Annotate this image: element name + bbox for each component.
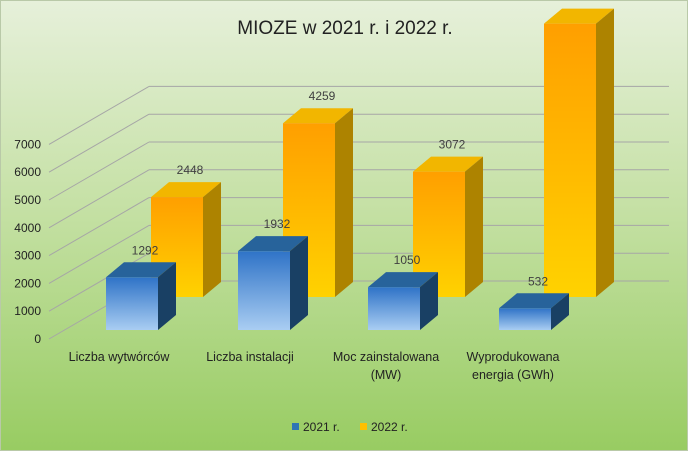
bar-side — [203, 182, 221, 297]
data-label: 1050 — [394, 253, 421, 267]
y-tick-label: 5000 — [14, 193, 41, 207]
legend-swatch — [292, 423, 299, 430]
bar-side — [551, 293, 569, 330]
bar-side — [290, 236, 308, 330]
gridline-side — [48, 224, 150, 284]
bar-1-3 — [544, 8, 614, 297]
legend-label: 2021 r. — [303, 420, 340, 434]
bar-0-0 — [106, 262, 176, 330]
legend: 2021 r. 2022 r. — [292, 420, 408, 434]
data-labels: 2448 4259 3072 6700 1292 1932 1050 532 — [132, 1, 597, 288]
category-labels: Liczba wytwórców Liczba instalacji Moc zai… — [69, 350, 560, 382]
data-label: 1292 — [132, 243, 159, 257]
category-label: Wyprodukowana — [467, 350, 560, 364]
bar-front — [106, 277, 158, 330]
bar-front — [499, 308, 551, 330]
bar-top — [499, 293, 569, 309]
gridline-side — [48, 197, 150, 257]
bar-side — [335, 108, 353, 297]
bar-top — [106, 262, 176, 278]
y-tick-label: 7000 — [14, 137, 41, 151]
data-label: 2448 — [177, 163, 204, 177]
bar-side — [420, 272, 438, 330]
data-label: 6700 — [570, 1, 597, 4]
chart-title: MIOZE w 2021 r. i 2022 r. — [237, 18, 452, 39]
legend-item: 2021 r. — [292, 420, 340, 434]
data-label: 1932 — [264, 217, 291, 231]
bar-top — [368, 272, 438, 288]
y-tick-label: 1000 — [14, 304, 41, 318]
bar-front — [238, 251, 290, 330]
category-label: energia (GWh) — [472, 368, 554, 382]
gridline-side — [48, 113, 150, 173]
category-label: Liczba wytwórców — [69, 350, 171, 364]
category-label: Moc zainstalowana — [333, 350, 439, 364]
bar-0-1 — [238, 236, 308, 330]
y-tick-label: 4000 — [14, 221, 41, 235]
legend-label: 2022 r. — [371, 420, 408, 434]
gridline-side — [48, 141, 150, 201]
gridline-side — [48, 169, 150, 229]
bar-front — [368, 287, 420, 330]
y-tick-label: 2000 — [14, 276, 41, 290]
bar-top — [151, 182, 221, 198]
bar-top — [283, 108, 353, 124]
legend-item: 2022 r. — [360, 420, 408, 434]
bar-side — [158, 262, 176, 330]
category-label: Liczba instalacji — [206, 350, 294, 364]
bars — [106, 8, 614, 330]
category-label: (MW) — [371, 368, 402, 382]
bar-side — [465, 156, 483, 297]
data-label: 4259 — [309, 89, 336, 103]
bar-top — [238, 236, 308, 252]
legend-swatch — [360, 423, 367, 430]
bar-top — [413, 156, 483, 172]
bar-side — [596, 8, 614, 297]
data-label: 3072 — [439, 138, 466, 152]
bar-0-3 — [499, 293, 569, 330]
data-label: 532 — [528, 274, 548, 288]
bar-top — [544, 8, 614, 24]
bar-front — [544, 23, 596, 297]
y-axis-ticks: 0 1000 2000 3000 4000 5000 6000 7000 — [14, 137, 41, 346]
bar-0-2 — [368, 272, 438, 330]
y-tick-label: 6000 — [14, 165, 41, 179]
y-tick-label: 3000 — [14, 249, 41, 263]
gridline-side — [48, 85, 150, 145]
y-tick-label: 0 — [34, 332, 41, 346]
